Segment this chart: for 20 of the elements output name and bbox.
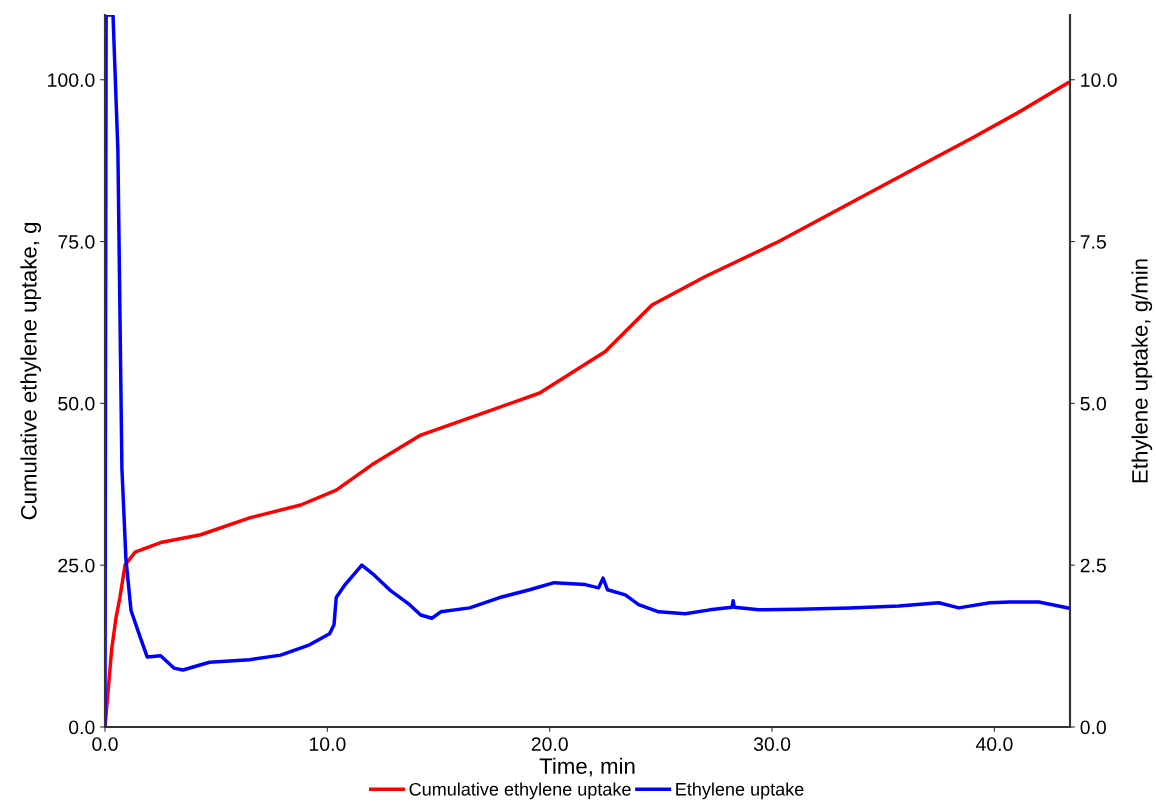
legend-label: Ethylene uptake (676, 782, 804, 800)
x-tick-label: 20.0 (531, 737, 568, 751)
y-tick-label: 100.0 (48, 73, 95, 87)
y2-tick-label: 0.0 (1080, 720, 1106, 735)
x-tick-label: 30.0 (753, 737, 791, 751)
y-tick-label: 50.0 (58, 396, 95, 411)
y2-tick-label: 10.0 (1081, 73, 1117, 87)
y-tick-label: 0.0 (69, 720, 95, 735)
y-tick-label: 75.0 (58, 235, 95, 249)
y2-tick-label: 2.5 (1080, 558, 1106, 573)
y2-tick-label: 7.5 (1080, 235, 1106, 249)
y2-axis-title: Ethylene uptake, g/min (1131, 259, 1153, 483)
x-tick-label: 40.0 (975, 737, 1013, 751)
y-axis-title: Cumulative ethylene uptake, g (20, 222, 42, 520)
legend-label: Cumulative ethylene uptake (409, 782, 631, 800)
y2-tick-label: 5.0 (1080, 396, 1106, 411)
y-tick-label: 25.0 (58, 558, 95, 573)
x-axis-title: Time, min (539, 757, 635, 777)
x-tick-label: 10.0 (309, 737, 346, 751)
x-tick-label: 0.0 (92, 737, 118, 751)
